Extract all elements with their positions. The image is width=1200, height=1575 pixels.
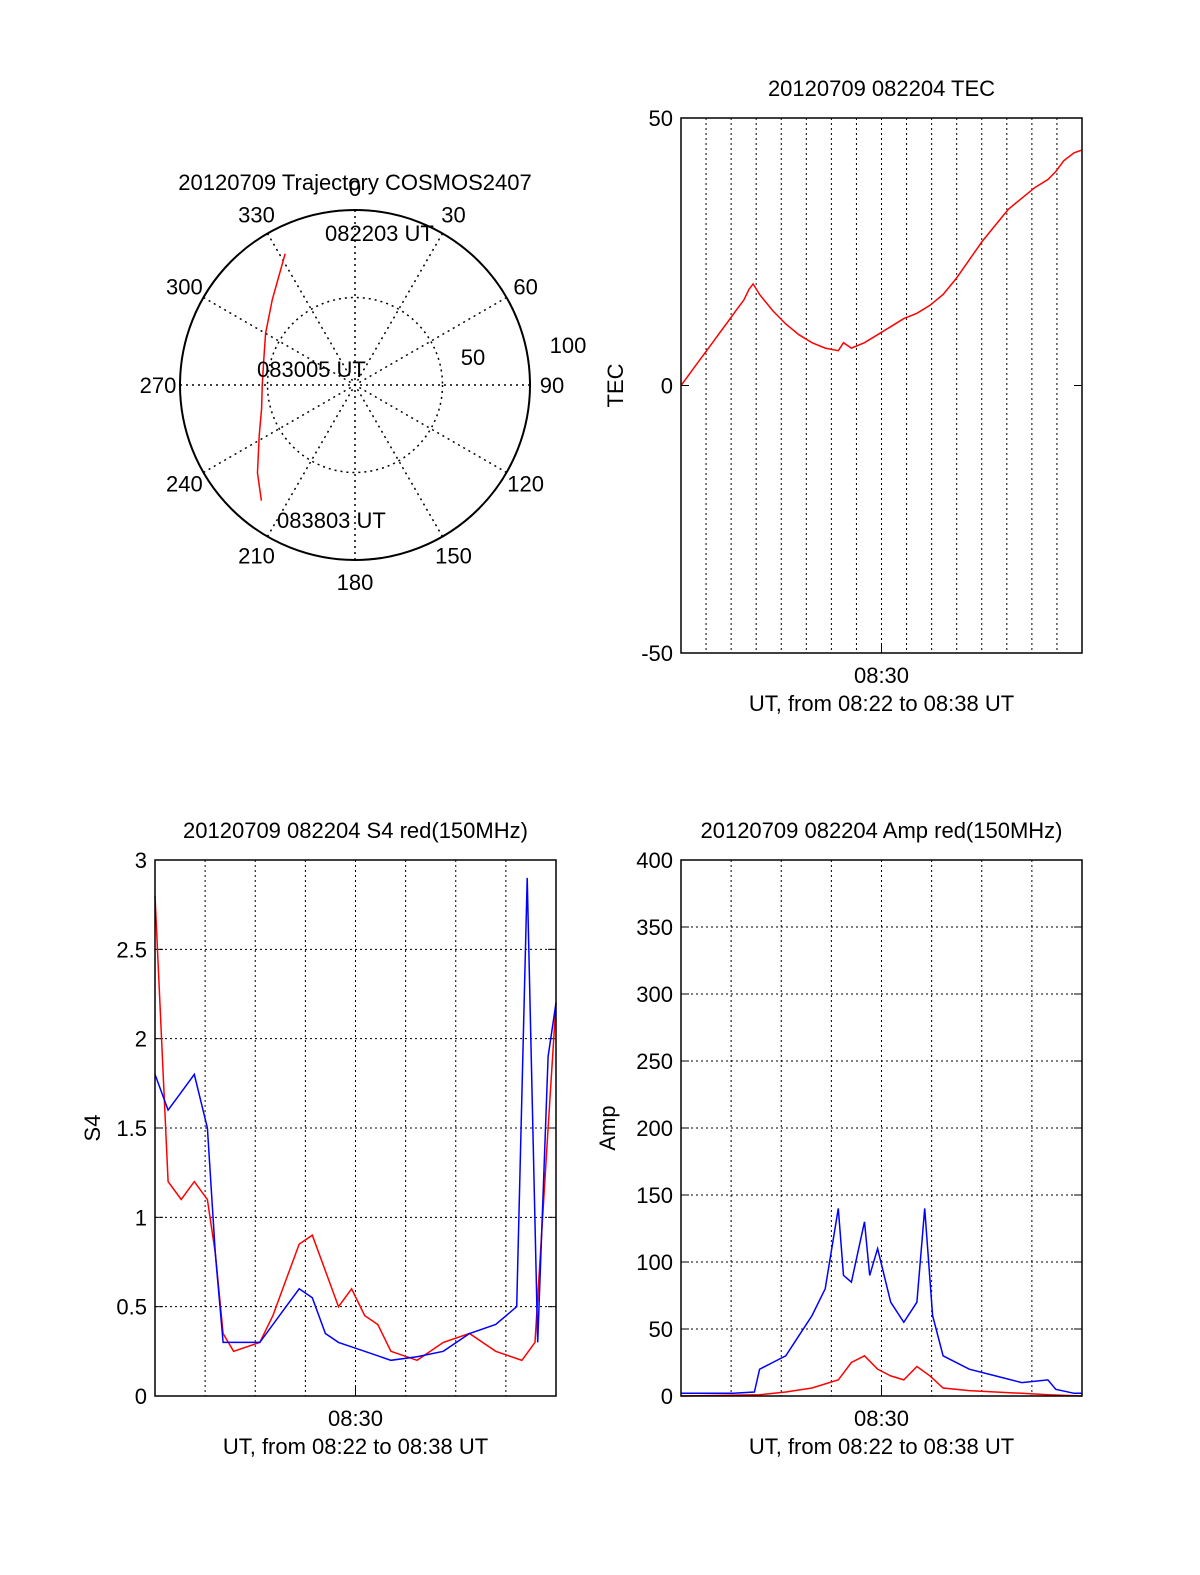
- polar-azimuth-label: 270: [140, 373, 177, 398]
- polar-radial-label: 100: [550, 333, 587, 358]
- polar-azimuth-label: 90: [540, 373, 564, 398]
- y-axis-label: S4: [80, 1115, 105, 1142]
- y-tick-label: 1.5: [116, 1116, 147, 1141]
- polar-annotation: 083005 UT: [257, 357, 366, 382]
- polar-azimuth-label: 180: [337, 570, 374, 595]
- y-tick-label: 300: [636, 982, 673, 1007]
- polar-azimuth-label: 150: [435, 544, 472, 569]
- y-tick-label: 250: [636, 1049, 673, 1074]
- x-tick-label: 08:30: [854, 1406, 909, 1431]
- x-axis-label: UT, from 08:22 to 08:38 UT: [223, 1434, 488, 1459]
- data-series-line-1: [680, 1354, 1083, 1397]
- y-tick-label: 50: [649, 1317, 673, 1342]
- x-axis-label: UT, from 08:22 to 08:38 UT: [749, 1434, 1014, 1459]
- polar-azimuth-label: 240: [166, 472, 203, 497]
- data-series-line-1: [154, 877, 557, 1362]
- panel-title: 20120709 082204 Amp red(150MHz): [700, 818, 1062, 843]
- panel-title: 20120709 082204 TEC: [768, 76, 995, 101]
- x-axis-label: UT, from 08:22 to 08:38 UT: [749, 691, 1014, 716]
- y-tick-label: 200: [636, 1116, 673, 1141]
- y-tick-label: 0: [661, 374, 673, 399]
- x-tick-label: 08:30: [328, 1406, 383, 1431]
- y-tick-label: 2.5: [116, 937, 147, 962]
- polar-grid-circle-50: [266, 296, 444, 474]
- y-tick-label: 1: [135, 1205, 147, 1230]
- polar-azimuth-label: 120: [507, 472, 544, 497]
- polar-azimuth-label: 0: [349, 176, 361, 201]
- y-tick-label: 3: [135, 848, 147, 873]
- panel-title: 20120709 082204 S4 red(150MHz): [183, 818, 528, 843]
- polar-title: 20120709 Trajectory COSMOS2407: [178, 170, 531, 195]
- x-tick-label: 08:30: [854, 663, 909, 688]
- y-tick-label: 0: [661, 1384, 673, 1409]
- y-axis-label: TEC: [603, 363, 628, 407]
- y-tick-label: 100: [636, 1250, 673, 1275]
- polar-azimuth-label: 330: [238, 202, 275, 227]
- y-tick-label: 0: [135, 1384, 147, 1409]
- polar-trajectory-line: [256, 253, 286, 501]
- y-tick-label: -50: [641, 641, 673, 666]
- y-tick-label: 0.5: [116, 1295, 147, 1320]
- y-tick-label: 2: [135, 1027, 147, 1052]
- data-series-line-0: [681, 1208, 1082, 1395]
- y-tick-label: 50: [649, 106, 673, 131]
- polar-azimuth-label: 30: [441, 202, 465, 227]
- y-tick-label: 400: [636, 848, 673, 873]
- polar-radial-label: 50: [461, 345, 485, 370]
- polar-azimuth-label: 60: [513, 275, 537, 300]
- polar-azimuth-label: 210: [238, 544, 275, 569]
- y-tick-label: 150: [636, 1183, 673, 1208]
- y-axis-label: Amp: [595, 1105, 620, 1150]
- polar-annotation: 083803 UT: [277, 508, 386, 533]
- y-tick-label: 350: [636, 915, 673, 940]
- data-series-line-0: [154, 895, 557, 1362]
- polar-spoke-150: [266, 233, 444, 537]
- polar-annotation: 082203 UT: [325, 221, 434, 246]
- polar-azimuth-label: 300: [166, 275, 203, 300]
- data-series-line-0: [680, 149, 1083, 386]
